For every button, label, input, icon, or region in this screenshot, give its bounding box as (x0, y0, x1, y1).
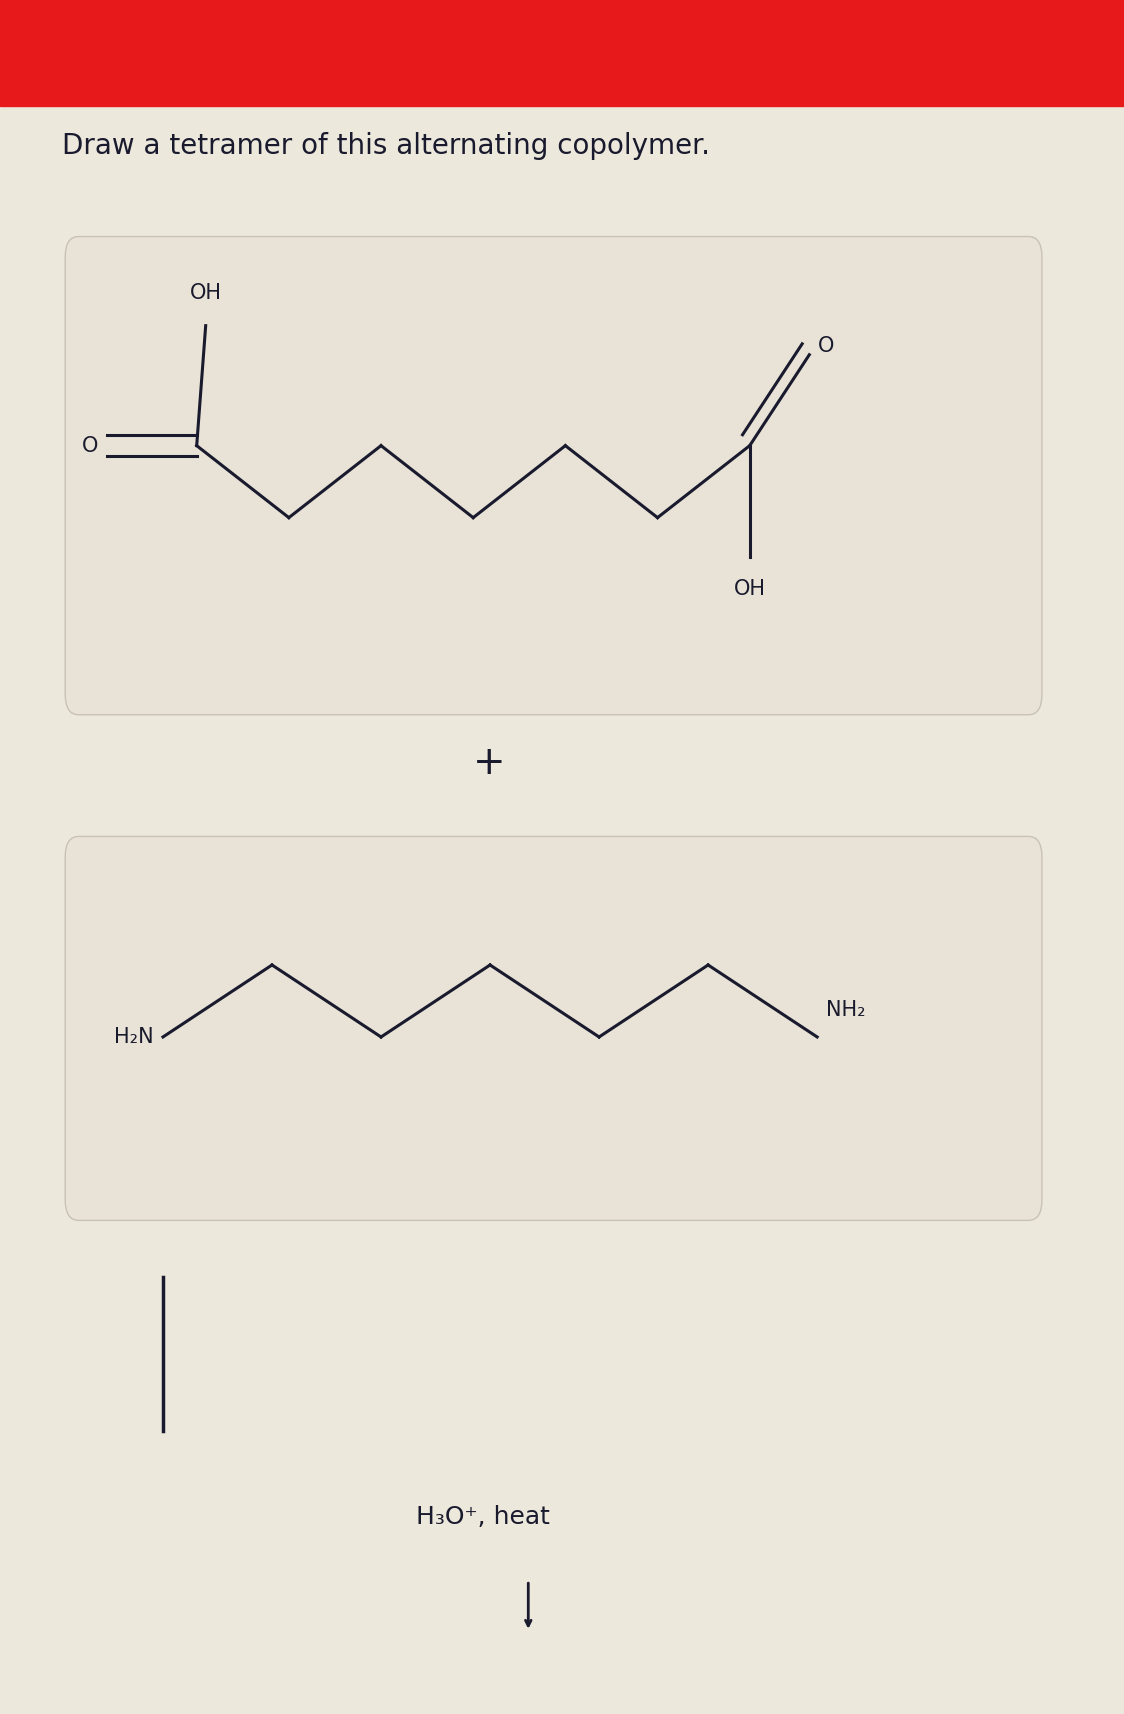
Text: Draw a tetramer of this alternating copolymer.: Draw a tetramer of this alternating copo… (62, 132, 710, 159)
Text: O: O (818, 336, 835, 357)
Text: OH: OH (190, 283, 221, 303)
Text: H₂N: H₂N (115, 1027, 154, 1047)
Bar (0, 0, 1124, 106)
Text: O: O (81, 435, 98, 456)
Text: +: + (472, 744, 506, 782)
Text: OH: OH (734, 579, 765, 600)
FancyBboxPatch shape (65, 836, 1042, 1220)
Text: NH₂: NH₂ (826, 999, 865, 1020)
Text: H₃O⁺, heat: H₃O⁺, heat (416, 1505, 550, 1529)
FancyBboxPatch shape (65, 237, 1042, 715)
